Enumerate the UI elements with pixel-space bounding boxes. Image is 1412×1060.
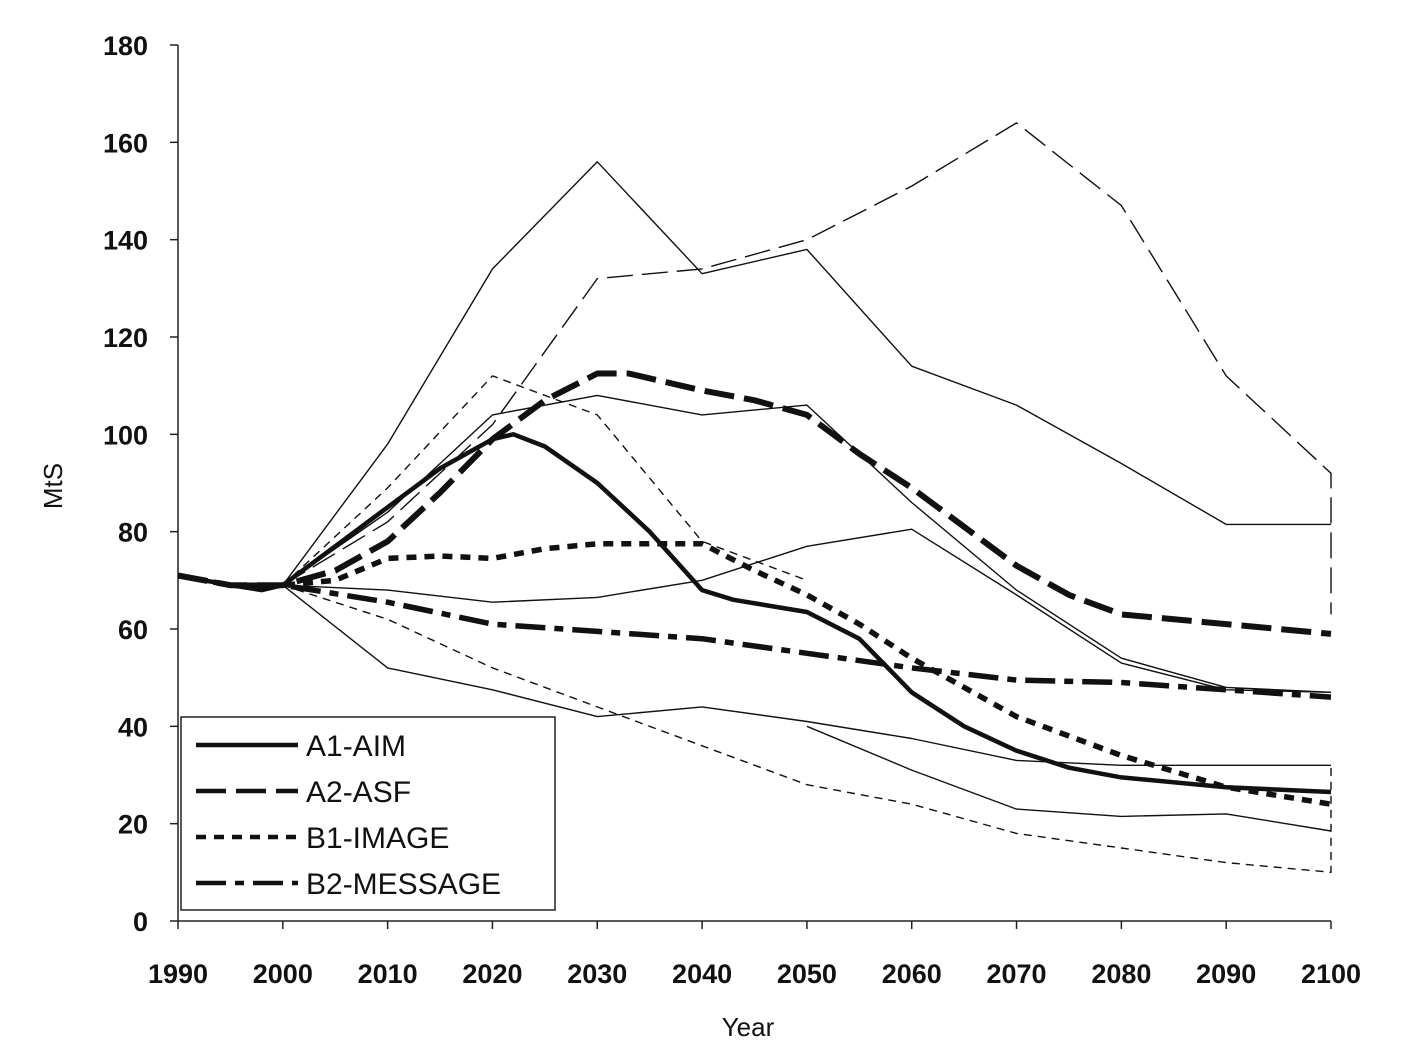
y-tick-label: 140: [103, 226, 148, 256]
legend: A1-AIM A2-ASF B1-IMAGE B2-MESSAGE: [180, 716, 556, 911]
legend-box: [180, 716, 556, 911]
scenario-line-5: [282, 584, 1331, 766]
axes: [177, 45, 1331, 922]
legend-label: A2-ASF: [306, 776, 411, 809]
y-tick-label: 160: [103, 128, 148, 158]
plot-lines: [177, 122, 1332, 873]
scenario-line-4: [282, 161, 1331, 586]
x-axis-ticks: 1990 2000 2010 2020 2030 2040 2050 2060 2070 2080…: [148, 921, 1361, 989]
x-tick-label: 2030: [567, 959, 627, 989]
series-line-2: [177, 541, 1332, 807]
x-tick-label: 2070: [987, 959, 1047, 989]
scenario-line-8: [282, 394, 1332, 693]
series-line-3: [177, 572, 1332, 700]
series-line-1: [177, 370, 1332, 637]
legend-label: A1-AIM: [306, 730, 406, 763]
x-tick-label: 2010: [358, 959, 418, 989]
x-tick-label: 2040: [672, 959, 732, 989]
y-tick-label: 20: [118, 810, 148, 840]
x-tick-label: 2060: [882, 959, 942, 989]
y-tick-label: 80: [118, 518, 148, 548]
x-tick-label: 2100: [1301, 959, 1361, 989]
x-tick-label: 1990: [148, 959, 208, 989]
x-tick-label: 2090: [1196, 959, 1256, 989]
x-tick-label: 2080: [1091, 959, 1151, 989]
x-axis-label: Year: [722, 1012, 775, 1042]
x-tick-label: 2050: [777, 959, 837, 989]
y-tick-label: 100: [103, 420, 148, 450]
y-tick-label: 120: [103, 323, 148, 353]
y-tick-label: 40: [118, 712, 148, 742]
y-axis-ticks: 0 20 40 60 80 100 120 140 160 180: [103, 31, 178, 937]
x-tick-label: 2020: [462, 959, 522, 989]
legend-label: B1-IMAGE: [306, 822, 449, 855]
y-tick-label: 180: [103, 31, 148, 61]
x-tick-label: 2000: [253, 959, 313, 989]
y-axis-label: MtS: [38, 463, 68, 509]
scenario-line-6: [282, 528, 1332, 693]
y-tick-label: 60: [118, 615, 148, 645]
scenario-line-9: [282, 122, 1332, 615]
scenario-line-7: [806, 725, 1332, 832]
legend-label: B2-MESSAGE: [306, 868, 501, 901]
series-line-0: [177, 432, 1332, 795]
scenario-line-10: [282, 375, 808, 586]
y-tick-label: 0: [133, 907, 148, 937]
